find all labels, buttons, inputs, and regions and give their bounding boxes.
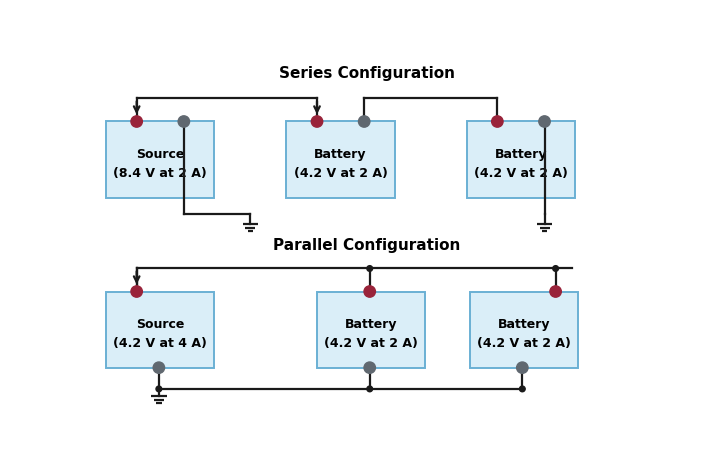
FancyBboxPatch shape (317, 292, 425, 368)
Ellipse shape (492, 117, 503, 128)
Text: Battery
(4.2 V at 2 A): Battery (4.2 V at 2 A) (294, 148, 387, 180)
Text: Battery
(4.2 V at 2 A): Battery (4.2 V at 2 A) (477, 318, 571, 349)
Text: Battery
(4.2 V at 2 A): Battery (4.2 V at 2 A) (474, 148, 568, 180)
Text: Source
(8.4 V at 2 A): Source (8.4 V at 2 A) (113, 148, 207, 180)
Ellipse shape (364, 286, 375, 297)
Ellipse shape (520, 386, 525, 392)
FancyBboxPatch shape (106, 122, 214, 198)
Ellipse shape (178, 117, 190, 128)
Ellipse shape (131, 286, 142, 297)
Text: Parallel Configuration: Parallel Configuration (274, 237, 460, 252)
FancyBboxPatch shape (467, 122, 575, 198)
Text: Battery
(4.2 V at 2 A): Battery (4.2 V at 2 A) (324, 318, 418, 349)
Ellipse shape (539, 117, 550, 128)
Ellipse shape (367, 386, 372, 392)
FancyBboxPatch shape (106, 292, 214, 368)
Ellipse shape (131, 117, 142, 128)
Ellipse shape (364, 362, 375, 374)
Ellipse shape (153, 362, 165, 374)
Ellipse shape (553, 266, 558, 272)
Ellipse shape (156, 386, 162, 392)
Ellipse shape (550, 286, 561, 297)
Ellipse shape (367, 266, 372, 272)
Text: Series Configuration: Series Configuration (279, 66, 455, 81)
Ellipse shape (517, 362, 528, 374)
Text: Source
(4.2 V at 4 A): Source (4.2 V at 4 A) (113, 318, 207, 349)
FancyBboxPatch shape (286, 122, 395, 198)
Ellipse shape (359, 117, 370, 128)
FancyBboxPatch shape (470, 292, 578, 368)
Ellipse shape (311, 117, 323, 128)
